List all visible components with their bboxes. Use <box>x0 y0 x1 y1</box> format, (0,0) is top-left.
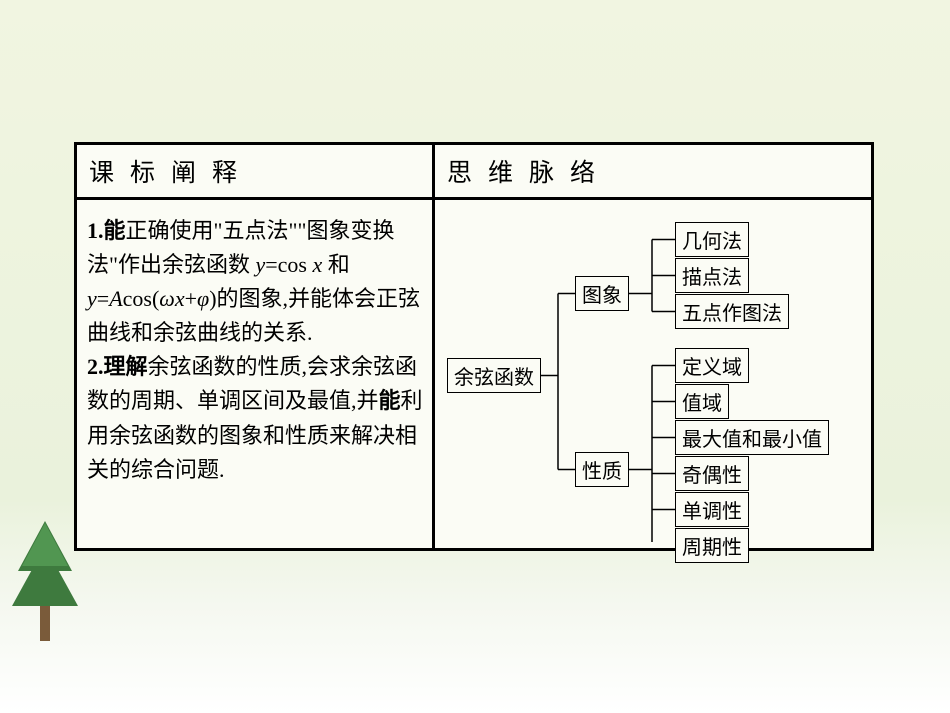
node-leaf: 几何法 <box>675 222 749 257</box>
header-row: 课标阐释 思维脉络 <box>77 145 871 200</box>
main-table: 课标阐释 思维脉络 1.能正确使用"五点法""图象变换法"作出余弦函数 y=co… <box>74 142 874 551</box>
node-branch-property: 性质 <box>575 452 629 487</box>
body-row: 1.能正确使用"五点法""图象变换法"作出余弦函数 y=cos x 和 y=Ac… <box>77 200 871 548</box>
mindmap-cell: 余弦函数图象性质几何法描点法五点作图法定义域值域最大值和最小值奇偶性单调性周期性 <box>435 200 871 548</box>
node-leaf: 五点作图法 <box>675 294 789 329</box>
node-root: 余弦函数 <box>447 358 541 393</box>
node-leaf: 描点法 <box>675 258 749 293</box>
node-leaf: 单调性 <box>675 492 749 527</box>
node-leaf: 周期性 <box>675 528 749 563</box>
header-right: 思维脉络 <box>435 145 871 197</box>
header-left: 课标阐释 <box>77 145 435 197</box>
objectives-text: 1.能正确使用"五点法""图象变换法"作出余弦函数 y=cos x 和 y=Ac… <box>77 200 435 548</box>
mindmap-diagram: 余弦函数图象性质几何法描点法五点作图法定义域值域最大值和最小值奇偶性单调性周期性 <box>445 206 861 542</box>
node-leaf: 值域 <box>675 384 729 419</box>
node-leaf: 最大值和最小值 <box>675 420 829 455</box>
node-leaf: 奇偶性 <box>675 456 749 491</box>
node-leaf: 定义域 <box>675 348 749 383</box>
node-branch-image: 图象 <box>575 276 629 311</box>
